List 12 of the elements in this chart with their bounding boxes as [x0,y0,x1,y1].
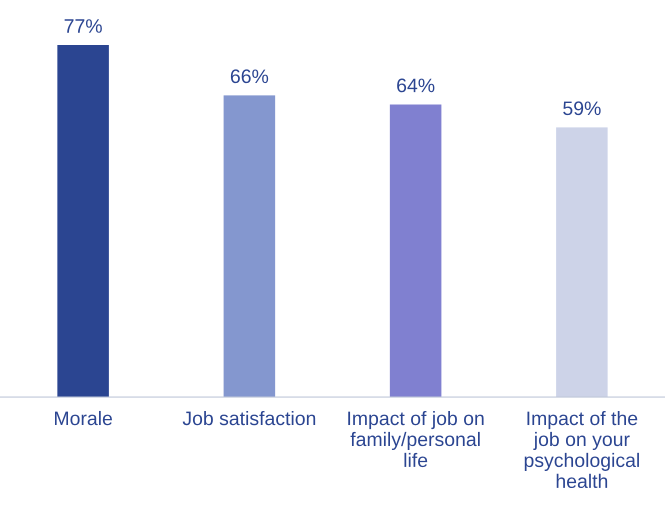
data-label: 77% [64,19,102,33]
x-tick-label: Impact of job on family/personal life [348,410,484,468]
bar [57,45,109,398]
data-label: 64% [397,78,434,92]
x-tick-label: Morale [55,410,112,426]
bar [390,104,442,398]
data-label: 66% [230,69,268,84]
bar [224,95,276,398]
data-label: 59% [563,101,601,116]
x-tick-label: Impact of the job on your psychological health [524,410,639,488]
bar [556,127,608,398]
x-tick-label: Job satisfaction [182,410,316,426]
